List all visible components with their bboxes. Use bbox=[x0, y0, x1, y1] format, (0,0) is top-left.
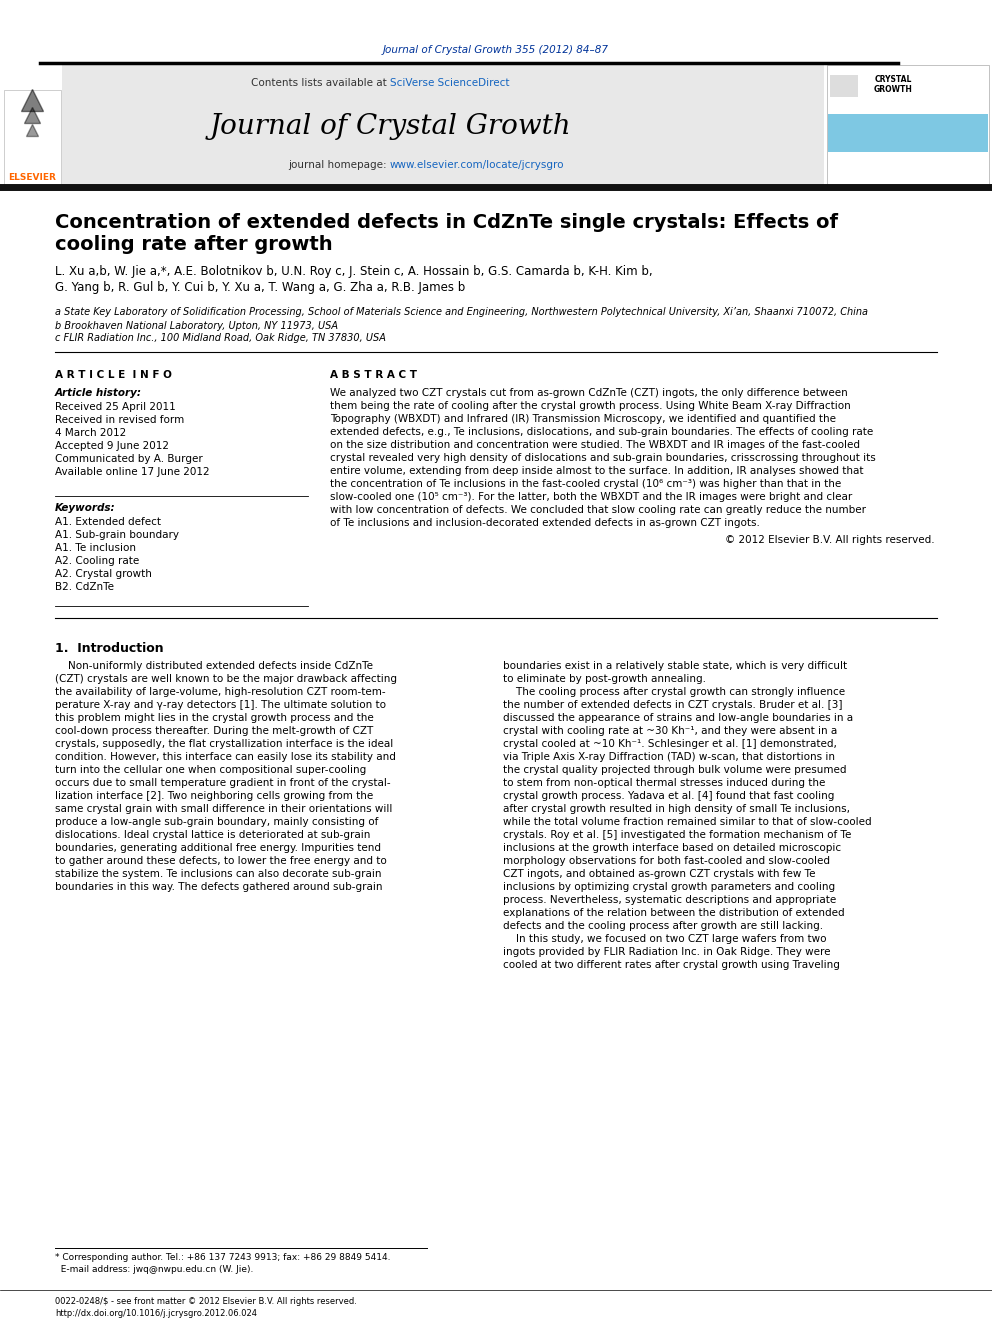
Text: discussed the appearance of strains and low-angle boundaries in a: discussed the appearance of strains and … bbox=[503, 713, 853, 722]
Text: crystal revealed very high density of dislocations and sub-grain boundaries, cri: crystal revealed very high density of di… bbox=[330, 452, 876, 463]
Text: the number of extended defects in CZT crystals. Bruder et al. [3]: the number of extended defects in CZT cr… bbox=[503, 700, 842, 710]
Text: cooled at two different rates after crystal growth using Traveling: cooled at two different rates after crys… bbox=[503, 960, 840, 970]
Bar bbox=[830, 75, 858, 97]
Text: SciVerse ScienceDirect: SciVerse ScienceDirect bbox=[390, 78, 510, 89]
Text: A2. Cooling rate: A2. Cooling rate bbox=[55, 556, 139, 566]
Bar bbox=[4, 90, 61, 185]
Text: this problem might lies in the crystal growth process and the: this problem might lies in the crystal g… bbox=[55, 713, 374, 722]
Text: them being the rate of cooling after the crystal growth process. Using White Bea: them being the rate of cooling after the… bbox=[330, 401, 851, 411]
Text: Journal of Crystal Growth 355 (2012) 84–87: Journal of Crystal Growth 355 (2012) 84–… bbox=[383, 45, 609, 56]
Text: inclusions at the growth interface based on detailed microscopic: inclusions at the growth interface based… bbox=[503, 843, 841, 853]
Text: of Te inclusions and inclusion-decorated extended defects in as-grown CZT ingots: of Te inclusions and inclusion-decorated… bbox=[330, 519, 760, 528]
Text: the crystal quality projected through bulk volume were presumed: the crystal quality projected through bu… bbox=[503, 765, 846, 775]
Text: Topography (WBXDT) and Infrared (IR) Transmission Microscopy, we identified and : Topography (WBXDT) and Infrared (IR) Tra… bbox=[330, 414, 836, 423]
Text: CZT ingots, and obtained as-grown CZT crystals with few Te: CZT ingots, and obtained as-grown CZT cr… bbox=[503, 869, 815, 878]
Text: journal homepage:: journal homepage: bbox=[288, 160, 390, 169]
Text: CRYSTAL: CRYSTAL bbox=[874, 75, 912, 85]
Text: boundaries in this way. The defects gathered around sub-grain: boundaries in this way. The defects gath… bbox=[55, 882, 383, 892]
Text: Article history:: Article history: bbox=[55, 388, 142, 398]
Text: process. Nevertheless, systematic descriptions and appropriate: process. Nevertheless, systematic descri… bbox=[503, 894, 836, 905]
Text: We analyzed two CZT crystals cut from as-grown CdZnTe (CZT) ingots, the only dif: We analyzed two CZT crystals cut from as… bbox=[330, 388, 848, 398]
Bar bbox=[828, 152, 988, 185]
Text: Contents lists available at: Contents lists available at bbox=[251, 78, 390, 89]
Text: (CZT) crystals are well known to be the major drawback affecting: (CZT) crystals are well known to be the … bbox=[55, 673, 397, 684]
Text: extended defects, e.g., Te inclusions, dislocations, and sub-grain boundaries. T: extended defects, e.g., Te inclusions, d… bbox=[330, 427, 873, 437]
Text: cool-down process thereafter. During the melt-growth of CZT: cool-down process thereafter. During the… bbox=[55, 726, 373, 736]
Text: A1. Extended defect: A1. Extended defect bbox=[55, 517, 161, 527]
Bar bbox=[828, 114, 988, 152]
Text: ELSEVIER: ELSEVIER bbox=[8, 173, 56, 183]
Text: crystals. Roy et al. [5] investigated the formation mechanism of Te: crystals. Roy et al. [5] investigated th… bbox=[503, 830, 851, 840]
Text: 1.  Introduction: 1. Introduction bbox=[55, 642, 164, 655]
Text: defects and the cooling process after growth are still lacking.: defects and the cooling process after gr… bbox=[503, 921, 823, 931]
Text: The cooling process after crystal growth can strongly influence: The cooling process after crystal growth… bbox=[503, 687, 845, 697]
Text: In this study, we focused on two CZT large wafers from two: In this study, we focused on two CZT lar… bbox=[503, 934, 826, 945]
Text: A B S T R A C T: A B S T R A C T bbox=[330, 370, 417, 380]
Text: crystal cooled at ~10 Kh⁻¹. Schlesinger et al. [1] demonstrated,: crystal cooled at ~10 Kh⁻¹. Schlesinger … bbox=[503, 740, 837, 749]
Text: Communicated by A. Burger: Communicated by A. Burger bbox=[55, 454, 202, 464]
Text: produce a low-angle sub-grain boundary, mainly consisting of: produce a low-angle sub-grain boundary, … bbox=[55, 818, 378, 827]
Text: condition. However, this interface can easily lose its stability and: condition. However, this interface can e… bbox=[55, 751, 396, 762]
Text: Keywords:: Keywords: bbox=[55, 503, 116, 513]
Text: boundaries, generating additional free energy. Impurities tend: boundaries, generating additional free e… bbox=[55, 843, 381, 853]
Text: to stem from non-optical thermal stresses induced during the: to stem from non-optical thermal stresse… bbox=[503, 778, 825, 789]
Text: * Corresponding author. Tel.: +86 137 7243 9913; fax: +86 29 8849 5414.: * Corresponding author. Tel.: +86 137 72… bbox=[55, 1253, 391, 1262]
Text: Available online 17 June 2012: Available online 17 June 2012 bbox=[55, 467, 209, 478]
Bar bbox=[827, 65, 989, 185]
Text: www.elsevier.com/locate/jcrysgro: www.elsevier.com/locate/jcrysgro bbox=[390, 160, 564, 169]
Text: ingots provided by FLIR Radiation Inc. in Oak Ridge. They were: ingots provided by FLIR Radiation Inc. i… bbox=[503, 947, 830, 957]
Text: 4 March 2012: 4 March 2012 bbox=[55, 429, 126, 438]
Text: Journal of Crystal Growth: Journal of Crystal Growth bbox=[209, 114, 570, 140]
Text: perature X-ray and γ-ray detectors [1]. The ultimate solution to: perature X-ray and γ-ray detectors [1]. … bbox=[55, 700, 386, 710]
Text: A2. Crystal growth: A2. Crystal growth bbox=[55, 569, 152, 579]
Text: turn into the cellular one when compositional super-cooling: turn into the cellular one when composit… bbox=[55, 765, 366, 775]
Text: A R T I C L E  I N F O: A R T I C L E I N F O bbox=[55, 370, 172, 380]
Text: after crystal growth resulted in high density of small Te inclusions,: after crystal growth resulted in high de… bbox=[503, 804, 850, 814]
Text: E-mail address: jwq@nwpu.edu.cn (W. Jie).: E-mail address: jwq@nwpu.edu.cn (W. Jie)… bbox=[55, 1266, 253, 1274]
Text: © 2012 Elsevier B.V. All rights reserved.: © 2012 Elsevier B.V. All rights reserved… bbox=[725, 534, 935, 545]
Text: GROWTH: GROWTH bbox=[874, 85, 913, 94]
Text: occurs due to small temperature gradient in front of the crystal-: occurs due to small temperature gradient… bbox=[55, 778, 391, 789]
Text: to gather around these defects, to lower the free energy and to: to gather around these defects, to lower… bbox=[55, 856, 387, 867]
Text: Received in revised form: Received in revised form bbox=[55, 415, 185, 425]
Text: the availability of large-volume, high-resolution CZT room-tem-: the availability of large-volume, high-r… bbox=[55, 687, 386, 697]
Text: A1. Te inclusion: A1. Te inclusion bbox=[55, 542, 136, 553]
Text: b Brookhaven National Laboratory, Upton, NY 11973, USA: b Brookhaven National Laboratory, Upton,… bbox=[55, 321, 338, 331]
Text: G. Yang b, R. Gul b, Y. Cui b, Y. Xu a, T. Wang a, G. Zha a, R.B. James b: G. Yang b, R. Gul b, Y. Cui b, Y. Xu a, … bbox=[55, 282, 465, 295]
Text: crystal with cooling rate at ~30 Kh⁻¹, and they were absent in a: crystal with cooling rate at ~30 Kh⁻¹, a… bbox=[503, 726, 837, 736]
Text: crystals, supposedly, the flat crystallization interface is the ideal: crystals, supposedly, the flat crystalli… bbox=[55, 740, 393, 749]
Text: the concentration of Te inclusions in the fast-cooled crystal (10⁶ cm⁻³) was hig: the concentration of Te inclusions in th… bbox=[330, 479, 841, 490]
Text: A1. Sub-grain boundary: A1. Sub-grain boundary bbox=[55, 531, 179, 540]
Text: Non-uniformly distributed extended defects inside CdZnTe: Non-uniformly distributed extended defec… bbox=[55, 662, 373, 671]
Text: c FLIR Radiation Inc., 100 Midland Road, Oak Ridge, TN 37830, USA: c FLIR Radiation Inc., 100 Midland Road,… bbox=[55, 333, 386, 343]
Text: via Triple Axis X-ray Diffraction (TAD) w-scan, that distortions in: via Triple Axis X-ray Diffraction (TAD) … bbox=[503, 751, 835, 762]
Text: morphology observations for both fast-cooled and slow-cooled: morphology observations for both fast-co… bbox=[503, 856, 830, 867]
Text: with low concentration of defects. We concluded that slow cooling rate can great: with low concentration of defects. We co… bbox=[330, 505, 866, 515]
Bar bbox=[62, 65, 824, 185]
Text: Received 25 April 2011: Received 25 April 2011 bbox=[55, 402, 176, 411]
Text: B2. CdZnTe: B2. CdZnTe bbox=[55, 582, 114, 591]
Text: L. Xu a,b, W. Jie a,*, A.E. Bolotnikov b, U.N. Roy c, J. Stein c, A. Hossain b, : L. Xu a,b, W. Jie a,*, A.E. Bolotnikov b… bbox=[55, 266, 653, 279]
Text: Accepted 9 June 2012: Accepted 9 June 2012 bbox=[55, 441, 169, 451]
Text: lization interface [2]. Two neighboring cells growing from the: lization interface [2]. Two neighboring … bbox=[55, 791, 373, 800]
Text: crystal growth process. Yadava et al. [4] found that fast cooling: crystal growth process. Yadava et al. [4… bbox=[503, 791, 834, 800]
Text: http://dx.doi.org/10.1016/j.jcrysgro.2012.06.024: http://dx.doi.org/10.1016/j.jcrysgro.201… bbox=[55, 1310, 257, 1319]
Text: entire volume, extending from deep inside almost to the surface. In addition, IR: entire volume, extending from deep insid… bbox=[330, 466, 863, 476]
Text: while the total volume fraction remained similar to that of slow-cooled: while the total volume fraction remained… bbox=[503, 818, 872, 827]
Text: on the size distribution and concentration were studied. The WBXDT and IR images: on the size distribution and concentrati… bbox=[330, 441, 860, 450]
Text: Concentration of extended defects in CdZnTe single crystals: Effects of: Concentration of extended defects in CdZ… bbox=[55, 213, 838, 232]
Text: inclusions by optimizing crystal growth parameters and cooling: inclusions by optimizing crystal growth … bbox=[503, 882, 835, 892]
Text: a State Key Laboratory of Solidification Processing, School of Materials Science: a State Key Laboratory of Solidification… bbox=[55, 307, 868, 318]
Text: explanations of the relation between the distribution of extended: explanations of the relation between the… bbox=[503, 908, 844, 918]
Text: dislocations. Ideal crystal lattice is deteriorated at sub-grain: dislocations. Ideal crystal lattice is d… bbox=[55, 830, 370, 840]
Text: same crystal grain with small difference in their orientations will: same crystal grain with small difference… bbox=[55, 804, 393, 814]
Text: cooling rate after growth: cooling rate after growth bbox=[55, 234, 332, 254]
Text: to eliminate by post-growth annealing.: to eliminate by post-growth annealing. bbox=[503, 673, 706, 684]
Text: boundaries exist in a relatively stable state, which is very difficult: boundaries exist in a relatively stable … bbox=[503, 662, 847, 671]
Text: stabilize the system. Te inclusions can also decorate sub-grain: stabilize the system. Te inclusions can … bbox=[55, 869, 382, 878]
Text: slow-cooled one (10⁵ cm⁻³). For the latter, both the WBXDT and the IR images wer: slow-cooled one (10⁵ cm⁻³). For the latt… bbox=[330, 492, 852, 501]
Text: 0022-0248/$ - see front matter © 2012 Elsevier B.V. All rights reserved.: 0022-0248/$ - see front matter © 2012 El… bbox=[55, 1298, 357, 1307]
